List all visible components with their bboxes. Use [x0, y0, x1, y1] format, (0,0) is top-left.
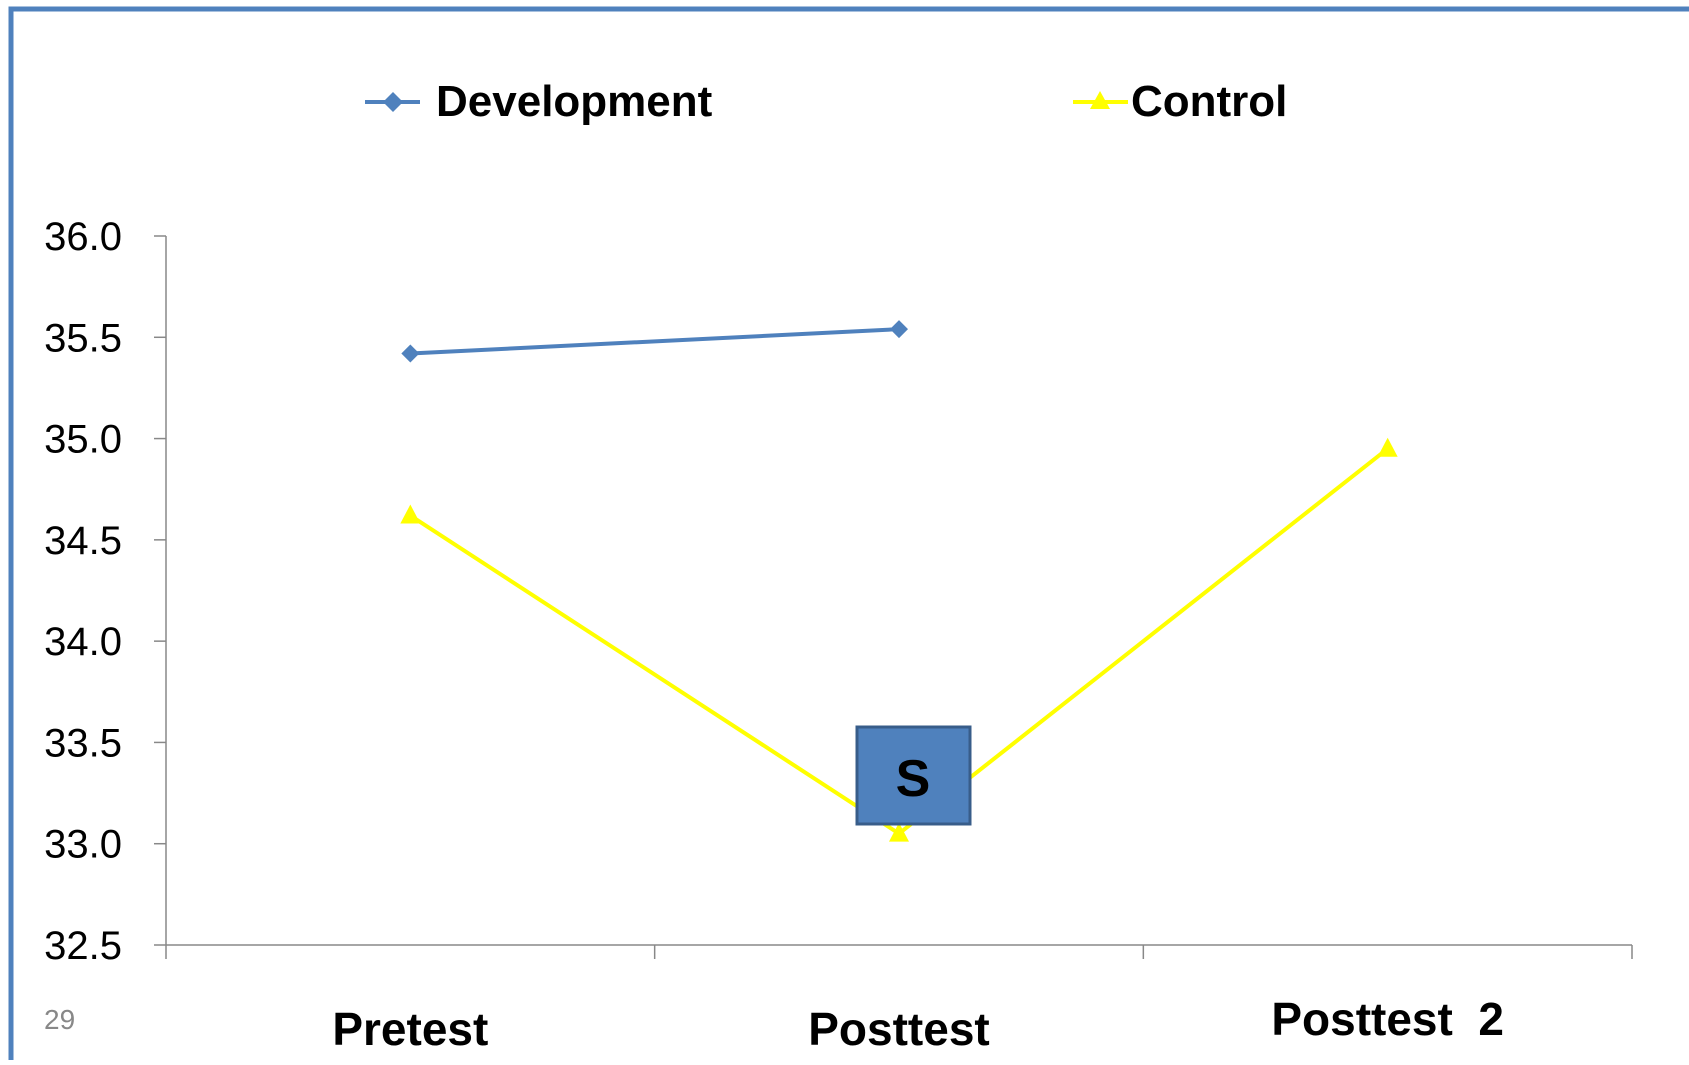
- legend-control-marker: [1090, 91, 1110, 109]
- x-tick-label: Posttest: [808, 1003, 989, 1055]
- y-tick-label: 34.0: [44, 620, 122, 664]
- slide-number: 29: [44, 1004, 75, 1035]
- data-point: [889, 822, 909, 842]
- significance-marker-label: S: [896, 750, 931, 808]
- series-line-development: [410, 327, 900, 356]
- y-tick-label: 34.5: [44, 519, 122, 563]
- data-point: [400, 504, 421, 524]
- legend-control-label: Control: [1131, 77, 1287, 126]
- data-point: [401, 344, 420, 363]
- x-tick-label: Pretest: [332, 1003, 488, 1055]
- significance-marker: S: [855, 725, 972, 826]
- legend: Development Control: [365, 77, 1287, 126]
- series-layer: [400, 320, 1398, 842]
- legend-development-label: Development: [436, 77, 713, 126]
- x-axis-ticks: Pretest Posttest Posttest 2: [165, 945, 1633, 1055]
- y-tick-label: 35.0: [44, 418, 122, 462]
- series-control: [400, 437, 1398, 842]
- slide-border: [8, 6, 1689, 1060]
- y-tick-label: 32.5: [44, 924, 122, 968]
- y-axis-ticks: 32.5 33.0 33.5 34.0 34.5 35.0 35.5 36.0: [44, 215, 166, 968]
- y-tick-label: 33.0: [44, 823, 122, 867]
- data-point: [890, 320, 908, 339]
- y-tick-label: 35.5: [44, 316, 122, 360]
- legend-item-control: Control: [1073, 77, 1287, 126]
- axes: [165, 236, 1632, 946]
- x-tick-label: Posttest 2: [1271, 993, 1504, 1045]
- legend-item-development: Development: [365, 77, 713, 126]
- y-tick-label: 33.5: [44, 721, 122, 765]
- series-development: [401, 320, 908, 363]
- data-point: [1377, 437, 1398, 457]
- y-tick-label: 36.0: [44, 215, 122, 259]
- significance-marker-box: [855, 725, 972, 826]
- legend-development-marker: [383, 92, 403, 112]
